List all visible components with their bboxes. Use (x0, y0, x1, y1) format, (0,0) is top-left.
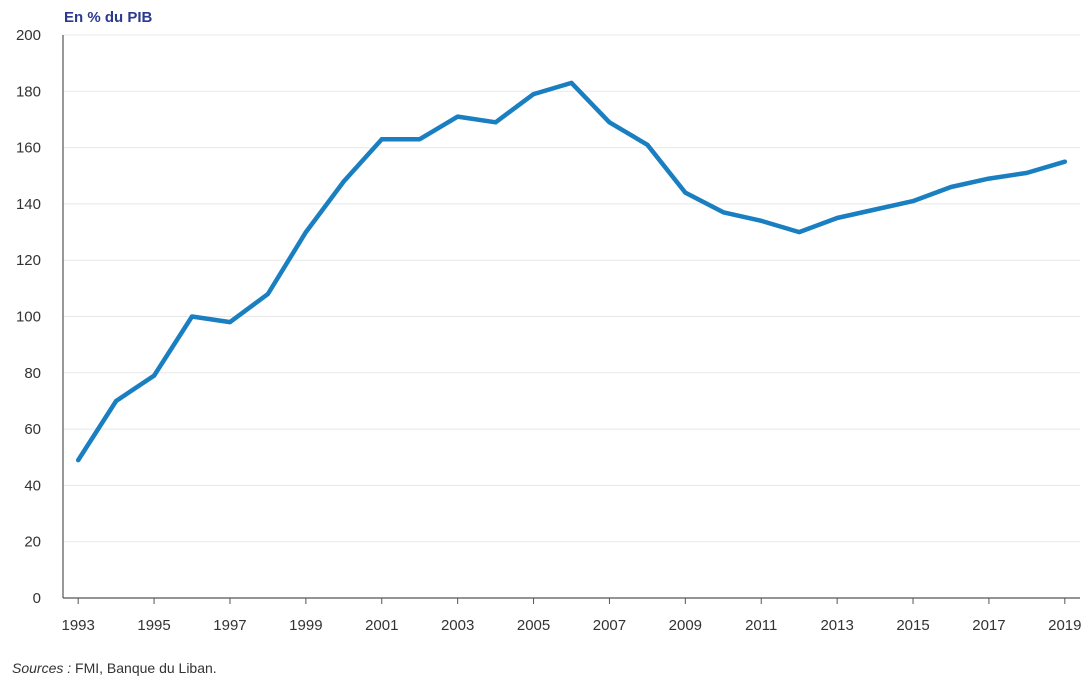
series-line (75, 80, 1068, 463)
x-tick-label: 1997 (213, 617, 246, 634)
x-tick-label: 1995 (137, 617, 170, 634)
data-point (341, 179, 346, 184)
x-tick-label: 2013 (820, 617, 853, 634)
y-tick-label: 160 (16, 140, 41, 157)
y-tick-label: 80 (24, 365, 41, 382)
data-point (455, 114, 460, 119)
source-prefix: Sources : (12, 660, 72, 676)
x-tick-label: 2005 (517, 617, 550, 634)
data-point (265, 291, 270, 296)
data-point (1062, 159, 1067, 164)
axes: 0 20 40 60 80 100 120 140 160 180 200 1993 1995 1997 1… (16, 27, 1082, 634)
data-point (911, 199, 916, 204)
x-tick-label: 1999 (289, 617, 322, 634)
data-point (569, 80, 574, 85)
source-text: FMI, Banque du Liban. (75, 660, 217, 676)
data-point (986, 176, 991, 181)
x-tick-label: 1993 (61, 617, 94, 634)
y-tick-label: 100 (16, 309, 41, 326)
data-point (759, 218, 764, 223)
y-tick-label: 180 (16, 83, 41, 100)
data-point (379, 137, 384, 142)
data-point (607, 120, 612, 125)
x-tick-label: 2015 (896, 617, 929, 634)
data-point (645, 142, 650, 147)
data-point (227, 320, 232, 325)
data-point (797, 230, 802, 235)
data-point (76, 458, 81, 463)
x-tick-label: 2003 (441, 617, 474, 634)
x-tick-label: 2009 (669, 617, 702, 634)
data-point (303, 230, 308, 235)
y-tick-label: 140 (16, 196, 41, 213)
data-point (683, 190, 688, 195)
data-point (873, 207, 878, 212)
x-tick-label: 2007 (593, 617, 626, 634)
data-point (948, 185, 953, 190)
source-note: Sources : FMI, Banque du Liban. (12, 660, 217, 676)
y-tick-label: 200 (16, 27, 41, 44)
data-point (417, 137, 422, 142)
y-tick-label: 0 (33, 590, 41, 607)
data-point (721, 210, 726, 215)
data-point (531, 92, 536, 97)
data-point (152, 373, 157, 378)
x-tick-label: 2001 (365, 617, 398, 634)
x-tick-label: 2011 (745, 617, 777, 634)
data-point (1024, 170, 1029, 175)
data-point (190, 314, 195, 319)
data-point (114, 398, 119, 403)
y-tick-label: 20 (24, 534, 41, 551)
data-point (493, 120, 498, 125)
y-axis-unit-label: En % du PIB (64, 9, 153, 26)
series-layer (75, 80, 1068, 463)
x-tick-label: 2019 (1048, 617, 1081, 634)
y-tick-label: 60 (24, 421, 41, 438)
y-tick-label: 40 (24, 477, 41, 494)
data-point (835, 215, 840, 220)
x-tick-label: 2017 (972, 617, 1005, 634)
y-tick-label: 120 (16, 252, 41, 269)
gridlines (63, 34, 1080, 543)
